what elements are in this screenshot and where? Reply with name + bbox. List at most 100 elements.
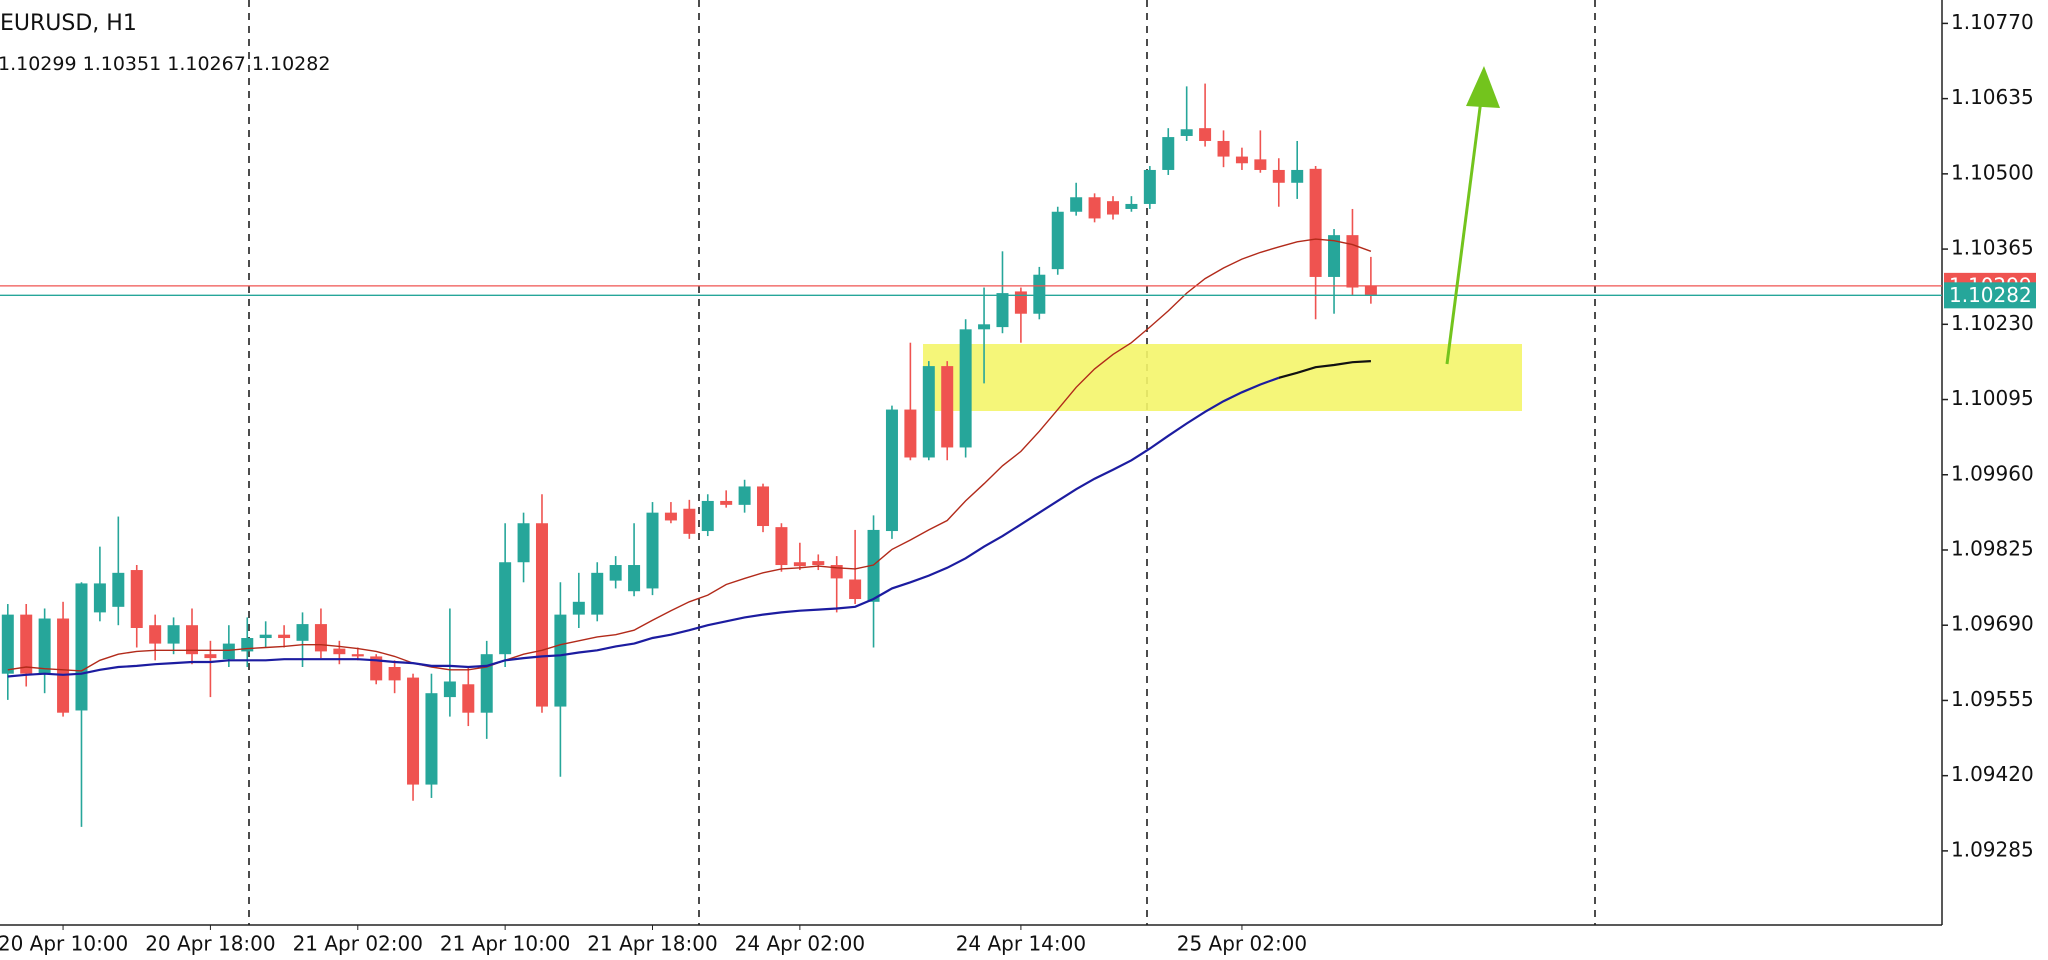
candle-body — [885, 409, 898, 532]
candle-body — [1346, 235, 1359, 288]
candle-body — [222, 643, 235, 660]
candle-body — [1235, 156, 1248, 164]
candle-body — [296, 624, 309, 641]
x-tick-label: 20 Apr 10:00 — [0, 932, 128, 956]
moving-average — [1278, 360, 1371, 379]
candle-body — [738, 486, 751, 505]
candle-body — [1199, 128, 1212, 141]
candle-body — [720, 500, 733, 505]
header-low: 1.10267 — [167, 53, 246, 75]
bid-tag-label: 1.10282 — [1949, 283, 2032, 307]
candle-body — [370, 656, 383, 681]
candle-body — [186, 625, 198, 655]
candle-body — [941, 366, 954, 448]
candle-body — [278, 634, 291, 639]
candle-body — [1143, 169, 1156, 204]
candle-body — [1, 614, 14, 674]
x-tick-label: 20 Apr 18:00 — [145, 932, 275, 956]
x-tick-label: 24 Apr 14:00 — [956, 932, 1086, 956]
candle-body — [1364, 285, 1377, 296]
candle-body — [57, 618, 70, 713]
candle-body — [572, 601, 585, 615]
y-tick-label: 1.09285 — [1951, 837, 2034, 861]
period-separators — [248, 0, 1596, 925]
candle-body — [130, 570, 143, 628]
candle-body — [812, 561, 825, 566]
bid-tag — [1944, 282, 2036, 309]
candles — [1, 83, 1377, 827]
candle-body — [443, 681, 456, 698]
candle-body — [1162, 137, 1175, 170]
candle-body — [646, 512, 659, 589]
candle-body — [388, 667, 401, 681]
arrow-shaft — [1445, 99, 1483, 365]
candle-body — [149, 625, 162, 644]
candle-body — [333, 648, 346, 655]
x-tick-label: 24 Apr 02:00 — [735, 932, 865, 956]
candle-body — [1033, 274, 1046, 314]
candle-body — [20, 614, 33, 674]
candle-body — [75, 583, 88, 711]
y-tick-label: 1.10770 — [1951, 10, 2034, 34]
candle-body — [867, 529, 880, 602]
candle-body — [1309, 168, 1322, 277]
candle-body — [1125, 203, 1138, 209]
ohlc-header: 1.10299 1.10351 1.10267 1.10282 — [0, 53, 330, 75]
candle-body — [517, 523, 530, 563]
candle-body — [38, 618, 51, 674]
candle-body — [1291, 169, 1304, 183]
candle-body — [1014, 291, 1027, 314]
y-tick-label: 1.09960 — [1951, 461, 2034, 485]
header-high: 1.10351 — [83, 53, 162, 75]
candle-body — [1180, 129, 1193, 136]
arrow-head — [1466, 66, 1500, 108]
candle-body — [1088, 197, 1101, 219]
candle-body — [112, 572, 125, 607]
moving-average — [7, 238, 1372, 672]
candle-body — [93, 583, 106, 613]
candle-body — [628, 565, 641, 592]
candle-body — [1217, 140, 1230, 157]
candle-body — [609, 565, 622, 581]
candle-body — [499, 562, 512, 655]
candle-body — [849, 579, 862, 600]
x-tick-label: 25 Apr 02:00 — [1177, 932, 1307, 956]
candle-body — [351, 654, 364, 657]
candle-body — [259, 634, 272, 639]
x-tick-label: 21 Apr 18:00 — [587, 932, 717, 956]
candle-body — [959, 329, 972, 448]
candle-body — [701, 500, 714, 532]
chart-title: EURUSD, H1 — [0, 11, 137, 36]
candle-body — [167, 625, 180, 644]
y-tick-label: 1.10635 — [1951, 85, 2034, 109]
candle-body — [554, 614, 567, 707]
y-tick-label: 1.09825 — [1951, 536, 2034, 560]
y-tick-label: 1.09420 — [1951, 762, 2034, 786]
candle-body — [1051, 211, 1064, 270]
x-tick-label: 21 Apr 02:00 — [293, 932, 423, 956]
candle-body — [1328, 235, 1341, 277]
y-tick-label: 1.10365 — [1951, 236, 2034, 260]
candle-body — [978, 324, 991, 330]
header-close: 1.10282 — [252, 53, 331, 75]
candle-body — [1254, 159, 1267, 170]
header-open: 1.10299 — [0, 53, 77, 75]
candle-body — [425, 693, 438, 785]
y-tick-label: 1.10500 — [1951, 160, 2034, 184]
y-tick-label: 1.09690 — [1951, 612, 2034, 636]
y-tick-label: 1.10230 — [1951, 311, 2034, 335]
candle-body — [775, 527, 788, 566]
candle-body — [407, 677, 420, 785]
candle-body — [462, 684, 475, 713]
candle-body — [314, 624, 327, 652]
y-tick-label: 1.10095 — [1951, 386, 2034, 410]
candle-body — [922, 366, 935, 458]
support-zone — [923, 344, 1522, 411]
x-tick-label: 21 Apr 10:00 — [440, 932, 570, 956]
candle-body — [904, 409, 917, 458]
candle-body — [1107, 201, 1119, 215]
candle-body — [480, 654, 493, 713]
candle-body — [535, 523, 548, 707]
